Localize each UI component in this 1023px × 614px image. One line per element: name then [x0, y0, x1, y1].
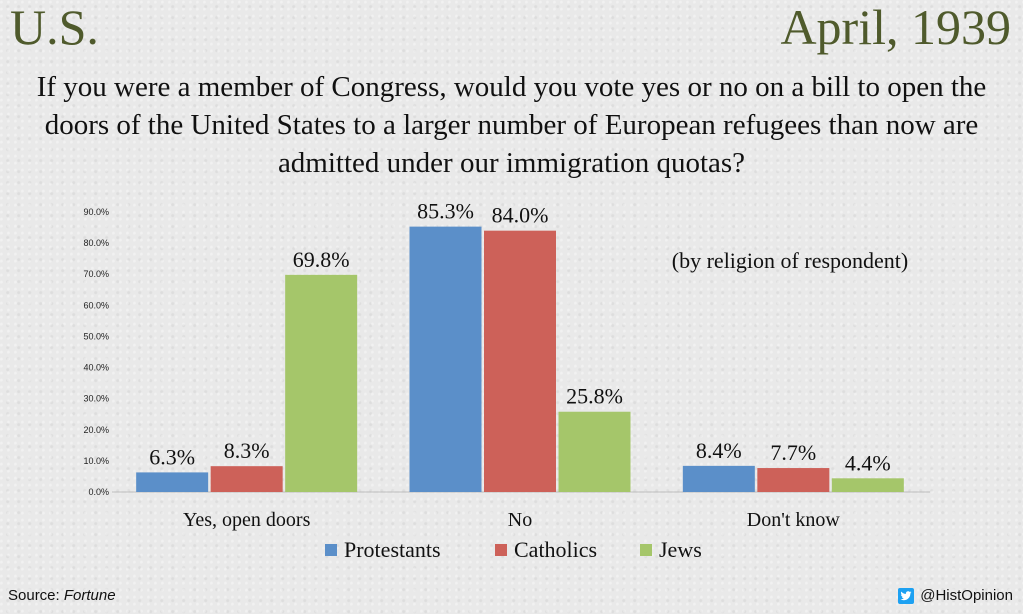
data-label: 69.8%: [293, 247, 350, 272]
x-category-label: Yes, open doors: [183, 509, 311, 531]
bar-protestants: [409, 226, 482, 492]
data-label: 25.8%: [566, 384, 623, 409]
bar-catholics: [757, 468, 830, 492]
y-tick-label: 60.0%: [83, 300, 109, 310]
y-tick-label: 20.0%: [83, 425, 109, 435]
poll-question: If you were a member of Congress, would …: [36, 71, 987, 179]
y-tick-label: 90.0%: [83, 207, 109, 217]
data-label: 6.3%: [149, 444, 195, 469]
y-tick-label: 50.0%: [83, 331, 109, 341]
y-tick-label: 30.0%: [83, 394, 109, 404]
source-name: Fortune: [63, 587, 116, 604]
legend-label-protestants: Protestants: [344, 537, 441, 562]
source-label: Source:: [8, 587, 60, 604]
y-tick-label: 0.0%: [88, 487, 109, 497]
x-category-label: No: [508, 509, 532, 531]
bar-catholics: [210, 466, 283, 492]
data-label: 84.0%: [492, 203, 549, 228]
bar-protestants: [682, 465, 755, 492]
bar-jews: [831, 478, 904, 492]
data-label: 85.3%: [417, 199, 474, 224]
data-label: 4.4%: [845, 450, 891, 475]
legend-label-catholics: Catholics: [514, 537, 597, 562]
data-label: 8.4%: [696, 438, 742, 463]
handle-text: @HistOpinion: [920, 587, 1013, 604]
x-category-label: Don't know: [747, 509, 841, 531]
legend-swatch-protestants: [325, 544, 337, 556]
legend-label-jews: Jews: [659, 537, 702, 562]
bar-catholics: [484, 230, 556, 492]
bar-protestants: [136, 472, 209, 492]
y-tick-label: 70.0%: [83, 269, 109, 279]
twitter-handle[interactable]: @HistOpinion: [898, 587, 1013, 604]
legend-swatch-jews: [640, 544, 652, 556]
legend-swatch-catholics: [495, 544, 507, 556]
y-tick-label: 40.0%: [83, 363, 109, 373]
country-label: U.S.: [10, 0, 99, 55]
y-tick-label: 80.0%: [83, 238, 109, 248]
source-credit: Source: Fortune: [8, 587, 116, 604]
bar-jews: [558, 411, 631, 492]
bar-jews: [285, 274, 358, 492]
chart-annotation: (by religion of respondent): [672, 248, 908, 273]
y-tick-label: 10.0%: [83, 456, 109, 466]
data-label: 8.3%: [224, 438, 270, 463]
twitter-bird-icon: [898, 587, 915, 604]
data-label: 7.7%: [770, 440, 816, 465]
date-label: April, 1939: [780, 0, 1011, 55]
